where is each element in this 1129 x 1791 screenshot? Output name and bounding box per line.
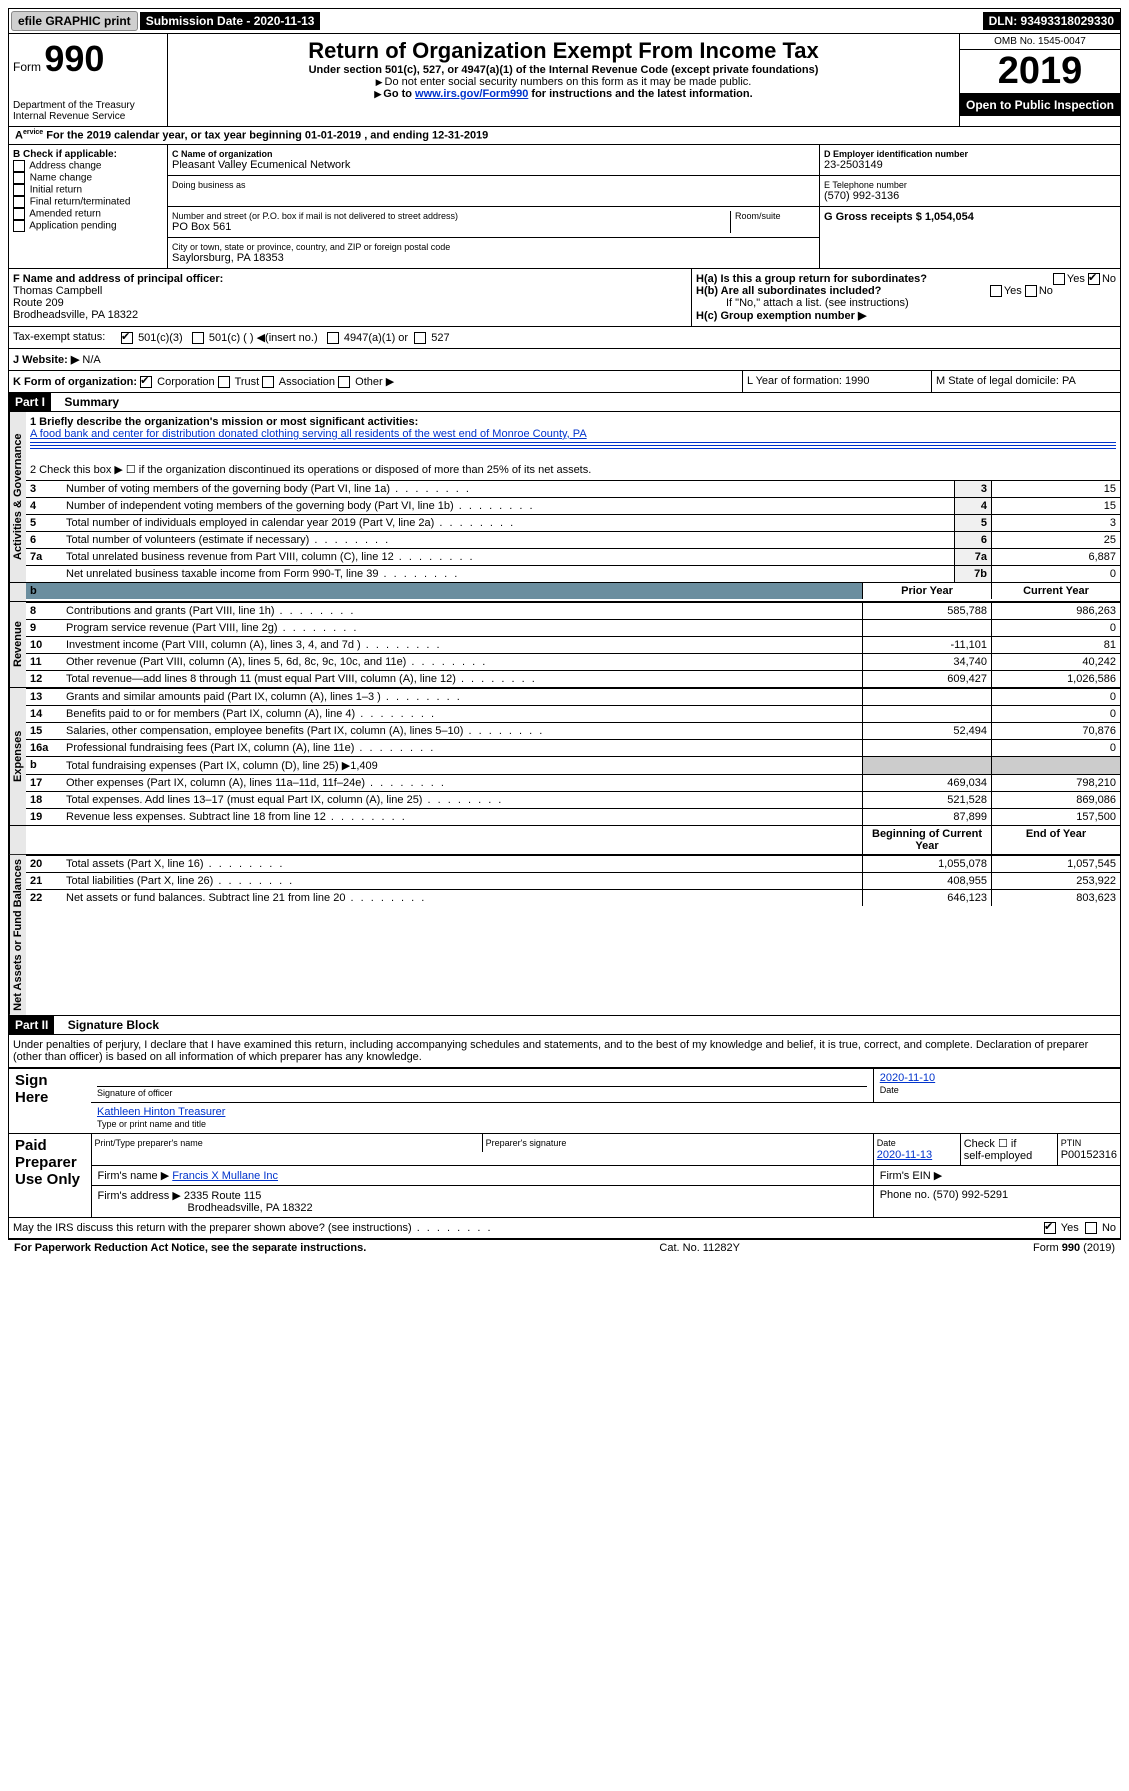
501c3-checkbox[interactable] bbox=[121, 332, 133, 344]
gross-receipts: G Gross receipts $ 1,054,054 bbox=[824, 211, 1116, 223]
section-fh: F Name and address of principal officer:… bbox=[8, 269, 1121, 327]
ha-yes-checkbox[interactable] bbox=[1053, 273, 1065, 285]
colb-checkbox[interactable] bbox=[13, 208, 25, 220]
other-checkbox[interactable] bbox=[338, 376, 350, 388]
section-netassets: Net Assets or Fund Balances bbox=[9, 855, 26, 1015]
mission-text[interactable]: A food bank and center for distribution … bbox=[30, 428, 587, 440]
state-domicile: M State of legal domicile: PA bbox=[931, 371, 1120, 392]
colb-checkbox[interactable] bbox=[13, 184, 25, 196]
section-bcd: B Check if applicable: Address change Na… bbox=[8, 145, 1121, 269]
website-value: N/A bbox=[82, 354, 100, 366]
form-number: 990 bbox=[44, 38, 104, 79]
tax-year: 2019 bbox=[960, 50, 1120, 94]
discuss-yes-checkbox[interactable] bbox=[1044, 1222, 1056, 1234]
4947-checkbox[interactable] bbox=[327, 332, 339, 344]
year-formation: L Year of formation: 1990 bbox=[742, 371, 931, 392]
trust-checkbox[interactable] bbox=[218, 376, 230, 388]
part1-header: Part I bbox=[9, 393, 51, 411]
arrow-icon bbox=[376, 76, 385, 88]
dept-treasury: Department of the TreasuryInternal Reven… bbox=[13, 100, 163, 122]
org-name: Pleasant Valley Ecumenical Network bbox=[172, 159, 815, 171]
firm-phone: Phone no. (570) 992-5291 bbox=[873, 1185, 1120, 1217]
section-expenses: Expenses bbox=[9, 688, 26, 825]
topbar: efile GRAPHIC print Submission Date - 20… bbox=[8, 8, 1121, 34]
row-a-tax-period: Aervice For the 2019 calendar year, or t… bbox=[8, 127, 1121, 145]
instructions-link[interactable]: www.irs.gov/Form990 bbox=[415, 88, 528, 100]
org-address: PO Box 561 bbox=[172, 221, 730, 233]
arrow-icon bbox=[374, 88, 383, 100]
org-city: Saylorsburg, PA 18353 bbox=[172, 252, 815, 264]
footer: For Paperwork Reduction Act Notice, see … bbox=[8, 1239, 1121, 1256]
dln: DLN: 93493318029330 bbox=[983, 12, 1120, 30]
ein-value: 23-2503149 bbox=[824, 159, 1116, 171]
form-title: Return of Organization Exempt From Incom… bbox=[172, 38, 955, 64]
discuss-no-checkbox[interactable] bbox=[1085, 1222, 1097, 1234]
colb-checkbox[interactable] bbox=[13, 220, 25, 232]
501c-checkbox[interactable] bbox=[192, 332, 204, 344]
officer-name[interactable]: Kathleen Hinton Treasurer bbox=[97, 1106, 225, 1118]
colb-checkbox[interactable] bbox=[13, 160, 25, 172]
sig-date[interactable]: 2020-11-10 bbox=[880, 1072, 935, 1084]
perjury-declaration: Under penalties of perjury, I declare th… bbox=[8, 1035, 1121, 1068]
hb-yes-checkbox[interactable] bbox=[990, 285, 1002, 297]
ptin-value: P00152316 bbox=[1061, 1149, 1117, 1161]
section-governance: Activities & Governance bbox=[9, 412, 26, 582]
prep-date[interactable]: 2020-11-13 bbox=[877, 1149, 932, 1161]
assoc-checkbox[interactable] bbox=[262, 376, 274, 388]
part2-header: Part II bbox=[9, 1016, 54, 1034]
phone-value: (570) 992-3136 bbox=[824, 190, 1116, 202]
signature-table: Sign Here Signature of officer 2020-11-1… bbox=[8, 1068, 1121, 1218]
submission-date: Submission Date - 2020-11-13 bbox=[140, 12, 321, 30]
colb-checkbox[interactable] bbox=[13, 172, 25, 184]
omb-number: OMB No. 1545-0047 bbox=[960, 34, 1120, 50]
form-label: Form bbox=[13, 60, 41, 74]
corp-checkbox[interactable] bbox=[140, 376, 152, 388]
open-public: Open to Public Inspection bbox=[960, 94, 1120, 116]
hb-no-checkbox[interactable] bbox=[1025, 285, 1037, 297]
firm-name[interactable]: Francis X Mullane Inc bbox=[172, 1170, 278, 1182]
527-checkbox[interactable] bbox=[414, 332, 426, 344]
efile-button[interactable]: efile GRAPHIC print bbox=[11, 11, 138, 31]
col-b-checkboxes: B Check if applicable: Address change Na… bbox=[9, 145, 168, 268]
colb-checkbox[interactable] bbox=[13, 196, 25, 208]
form-header: Form 990 Department of the TreasuryInter… bbox=[8, 34, 1121, 127]
ha-no-checkbox[interactable] bbox=[1088, 273, 1100, 285]
form-subtitle: Under section 501(c), 527, or 4947(a)(1)… bbox=[172, 64, 955, 76]
section-revenue: Revenue bbox=[9, 602, 26, 687]
